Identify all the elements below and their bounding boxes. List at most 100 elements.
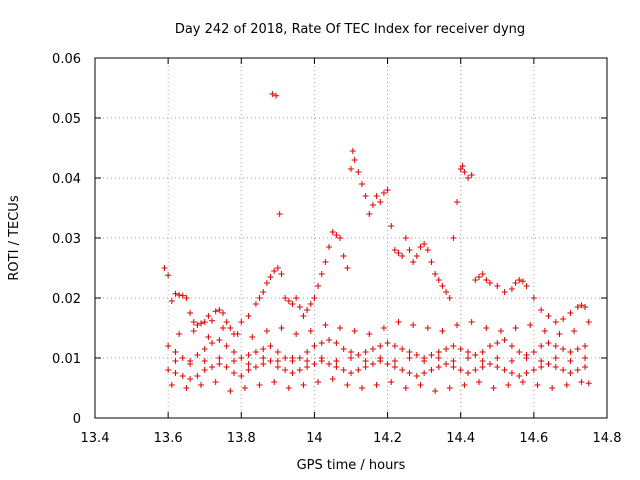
data-point — [223, 343, 230, 349]
data-point — [230, 349, 237, 355]
data-point — [512, 325, 519, 331]
data-point — [172, 349, 179, 355]
data-point — [172, 370, 179, 376]
data-point — [435, 355, 442, 361]
data-point — [483, 325, 490, 331]
data-point — [304, 364, 311, 370]
data-point — [399, 367, 406, 373]
data-point — [538, 307, 545, 313]
data-point — [457, 367, 464, 373]
data-point — [205, 313, 212, 319]
data-point — [329, 229, 336, 235]
data-point — [512, 280, 519, 286]
data-point — [238, 373, 245, 379]
data-point — [260, 361, 267, 367]
data-point — [560, 316, 567, 322]
data-point — [190, 319, 197, 325]
data-point — [223, 319, 230, 325]
data-point — [428, 259, 435, 265]
data-point — [479, 349, 486, 355]
data-point — [549, 385, 556, 391]
data-point — [307, 301, 314, 307]
data-point — [252, 349, 259, 355]
data-point — [545, 340, 552, 346]
data-point — [545, 361, 552, 367]
data-point — [194, 373, 201, 379]
data-point — [304, 358, 311, 364]
data-point — [523, 355, 530, 361]
data-point — [450, 235, 457, 241]
data-point — [479, 364, 486, 370]
data-point — [497, 328, 504, 334]
data-point — [245, 313, 252, 319]
data-point — [530, 367, 537, 373]
y-tick-label: 0.06 — [52, 52, 81, 67]
data-point — [304, 349, 311, 355]
data-point — [483, 277, 490, 283]
data-point — [201, 319, 208, 325]
data-point — [326, 244, 333, 250]
data-point — [530, 295, 537, 301]
data-point — [552, 355, 559, 361]
data-point — [366, 211, 373, 217]
data-point — [179, 292, 186, 299]
data-point — [435, 364, 442, 370]
data-point — [465, 175, 472, 181]
data-point — [216, 337, 223, 343]
data-point — [179, 373, 186, 379]
data-point — [190, 328, 197, 334]
data-point — [296, 355, 303, 361]
gridlines — [95, 58, 607, 418]
data-point — [165, 272, 172, 279]
data-point — [501, 337, 508, 343]
data-point — [377, 355, 384, 361]
data-point — [252, 301, 259, 307]
data-point — [362, 193, 369, 199]
data-point — [274, 358, 281, 364]
data-point — [263, 280, 270, 286]
data-point — [333, 364, 340, 370]
data-point — [209, 364, 216, 370]
data-point — [216, 307, 223, 313]
data-point — [406, 247, 413, 253]
data-point — [450, 343, 457, 349]
data-point — [516, 373, 523, 379]
data-point — [256, 295, 263, 301]
data-point — [209, 340, 216, 346]
data-point — [358, 181, 365, 187]
data-point — [472, 367, 479, 373]
data-point — [245, 361, 252, 367]
data-point — [454, 322, 461, 328]
data-point — [245, 367, 252, 373]
data-point — [187, 361, 194, 367]
data-point — [377, 199, 384, 205]
data-point — [459, 163, 466, 169]
data-point — [476, 379, 482, 385]
data-point — [333, 232, 340, 238]
data-point — [205, 334, 212, 340]
data-point — [358, 385, 365, 391]
data-point — [406, 355, 413, 361]
data-point — [421, 241, 428, 247]
data-point — [348, 370, 354, 376]
data-point — [366, 331, 373, 337]
data-point — [296, 367, 303, 373]
data-point — [410, 322, 417, 328]
data-point — [238, 319, 245, 325]
data-point — [230, 358, 237, 364]
data-point — [209, 317, 216, 324]
data-point — [560, 367, 567, 373]
data-point — [348, 349, 354, 355]
data-point — [304, 307, 311, 313]
data-point — [311, 295, 318, 301]
data-point — [391, 364, 398, 370]
data-point — [351, 157, 358, 163]
data-point — [293, 331, 300, 337]
data-point — [234, 331, 241, 337]
data-point — [267, 343, 274, 349]
data-point — [486, 343, 493, 349]
data-point — [541, 328, 548, 334]
y-tick-label: 0.04 — [52, 172, 81, 187]
data-point — [439, 328, 446, 334]
data-point — [223, 364, 230, 370]
